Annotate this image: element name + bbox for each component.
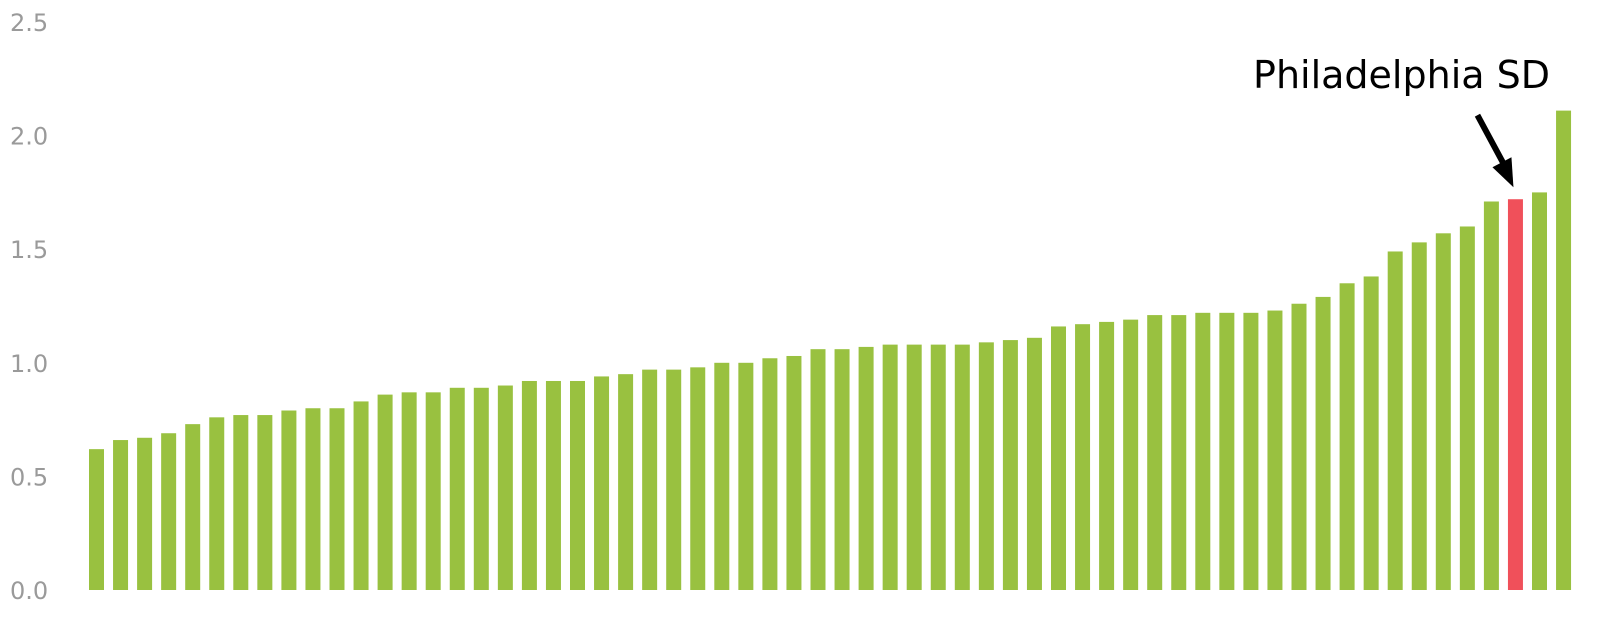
bar (1532, 192, 1547, 590)
y-tick-label: 1.5 (10, 236, 48, 264)
bar-highlighted (1507, 199, 1523, 590)
bar (1459, 226, 1475, 591)
y-tick-label: 0.0 (10, 577, 48, 605)
bar (810, 349, 826, 590)
annotation-arrow (1474, 113, 1509, 169)
bar (545, 380, 561, 590)
y-tick-label: 1.0 (10, 350, 48, 378)
bar (1002, 340, 1018, 590)
bar (1219, 312, 1235, 590)
bar (978, 342, 994, 590)
y-tick-label: 0.5 (10, 463, 48, 491)
bar (714, 362, 730, 590)
bar (1147, 315, 1163, 590)
bar (1387, 251, 1403, 590)
bar (666, 369, 682, 590)
bar (906, 344, 922, 590)
bar (521, 380, 537, 590)
bar (1243, 312, 1259, 590)
bar (281, 410, 297, 590)
bar (570, 380, 585, 590)
bar (1075, 324, 1091, 590)
bar (690, 367, 706, 590)
bar (1556, 110, 1572, 591)
bar (449, 387, 465, 590)
bar (401, 392, 417, 590)
bar (1315, 296, 1331, 590)
bar (618, 374, 634, 590)
bar (1026, 337, 1042, 590)
bar (89, 449, 104, 590)
bar (1171, 315, 1187, 590)
bar (738, 362, 754, 590)
bar (497, 385, 513, 590)
bar (882, 344, 898, 590)
bar (305, 408, 321, 590)
bar (425, 392, 441, 590)
bar (786, 355, 802, 590)
annotation-arrow-head (1492, 157, 1514, 188)
y-axis: 0.0 0.5 1.0 1.5 2.0 2.5 (10, 9, 48, 605)
bar (594, 376, 610, 590)
bar (642, 369, 658, 590)
bar (1435, 233, 1451, 591)
bar (954, 344, 970, 590)
bar (1339, 283, 1355, 590)
bar (1051, 326, 1066, 590)
bar (762, 358, 778, 590)
bars (89, 110, 1572, 591)
bar (1099, 321, 1115, 590)
bar (1123, 319, 1139, 590)
bar (113, 440, 129, 590)
y-tick-label: 2.5 (10, 9, 48, 37)
bar (377, 394, 393, 590)
bar (1195, 312, 1211, 590)
annotation: Philadelphia SD (1253, 53, 1550, 188)
bar (257, 415, 273, 590)
bar (1483, 201, 1499, 591)
bar (161, 433, 177, 590)
y-tick-label: 2.0 (10, 123, 48, 151)
bar (185, 424, 201, 590)
bar (1267, 310, 1283, 590)
bar (353, 401, 369, 590)
bar (329, 408, 345, 590)
bar (1291, 303, 1307, 590)
bar (1411, 242, 1427, 590)
bar (834, 349, 850, 590)
bar (209, 417, 225, 590)
bar (858, 346, 874, 590)
bar (930, 344, 946, 590)
bar (1363, 276, 1379, 590)
bar (137, 437, 153, 590)
bar (233, 415, 249, 590)
bar (473, 387, 489, 590)
annotation-label: Philadelphia SD (1253, 53, 1550, 97)
